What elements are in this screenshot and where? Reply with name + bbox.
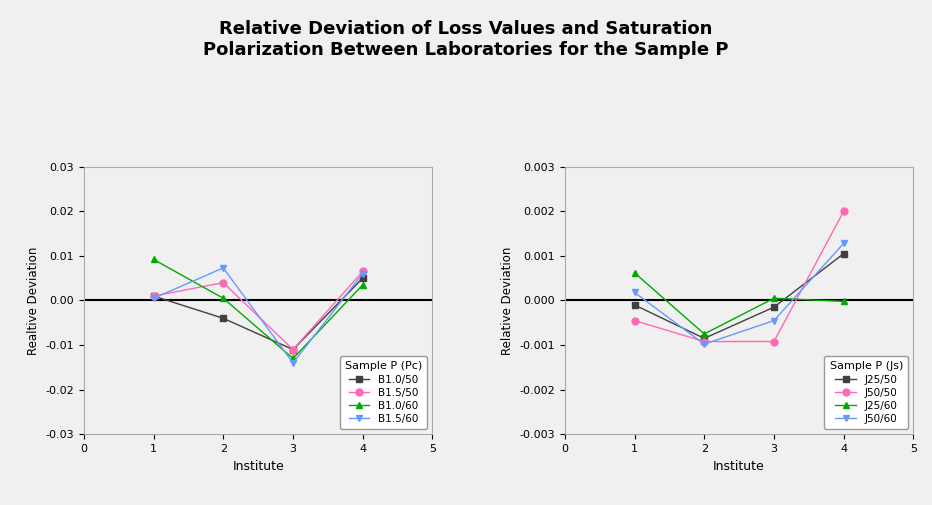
B1.0/60 (218, 295, 229, 301)
J50/60 (629, 289, 640, 295)
Line: J25/50: J25/50 (631, 250, 847, 342)
J50/50 (629, 318, 640, 324)
B1.0/50 (287, 346, 298, 352)
J25/50 (768, 304, 779, 310)
B1.0/50 (218, 315, 229, 321)
X-axis label: Institute: Institute (713, 460, 765, 473)
Y-axis label: Realtive Deviation: Realtive Deviation (27, 246, 40, 355)
Legend: J25/50, J50/50, J25/60, J50/60: J25/50, J50/50, J25/60, J50/60 (825, 356, 908, 429)
J25/50 (838, 250, 849, 257)
X-axis label: Institute: Institute (232, 460, 284, 473)
B1.5/60 (287, 360, 298, 366)
B1.0/50 (357, 275, 368, 281)
J25/60 (768, 295, 779, 301)
B1.5/60 (218, 265, 229, 271)
J25/60 (838, 298, 849, 305)
Line: J25/60: J25/60 (631, 269, 847, 337)
Line: B1.0/60: B1.0/60 (150, 256, 366, 362)
Legend: B1.0/50, B1.5/50, B1.0/60, B1.5/60: B1.0/50, B1.5/50, B1.0/60, B1.5/60 (339, 356, 427, 429)
B1.0/60 (357, 282, 368, 288)
B1.5/60 (148, 295, 159, 301)
J25/60 (629, 270, 640, 276)
J50/50 (768, 338, 779, 344)
Line: J50/50: J50/50 (631, 208, 847, 345)
J25/50 (699, 335, 710, 341)
J50/60 (768, 318, 779, 324)
J50/50 (838, 208, 849, 214)
B1.5/60 (357, 271, 368, 277)
J50/50 (699, 338, 710, 344)
J25/50 (629, 302, 640, 308)
B1.5/50 (148, 293, 159, 299)
J25/60 (699, 331, 710, 337)
B1.0/60 (287, 356, 298, 362)
B1.0/50 (148, 293, 159, 299)
J50/60 (699, 341, 710, 347)
Text: Relative Deviation of Loss Values and Saturation
Polarization Between Laboratori: Relative Deviation of Loss Values and Sa… (203, 20, 729, 59)
B1.5/50 (218, 280, 229, 286)
B1.0/60 (148, 257, 159, 263)
Line: B1.5/50: B1.5/50 (150, 268, 366, 353)
B1.5/50 (287, 346, 298, 352)
Line: B1.5/60: B1.5/60 (150, 265, 366, 367)
B1.5/50 (357, 269, 368, 275)
Y-axis label: Relative Deviation: Relative Deviation (500, 246, 514, 355)
Line: J50/60: J50/60 (631, 240, 847, 347)
Line: B1.0/50: B1.0/50 (150, 275, 366, 353)
J50/60 (838, 240, 849, 246)
